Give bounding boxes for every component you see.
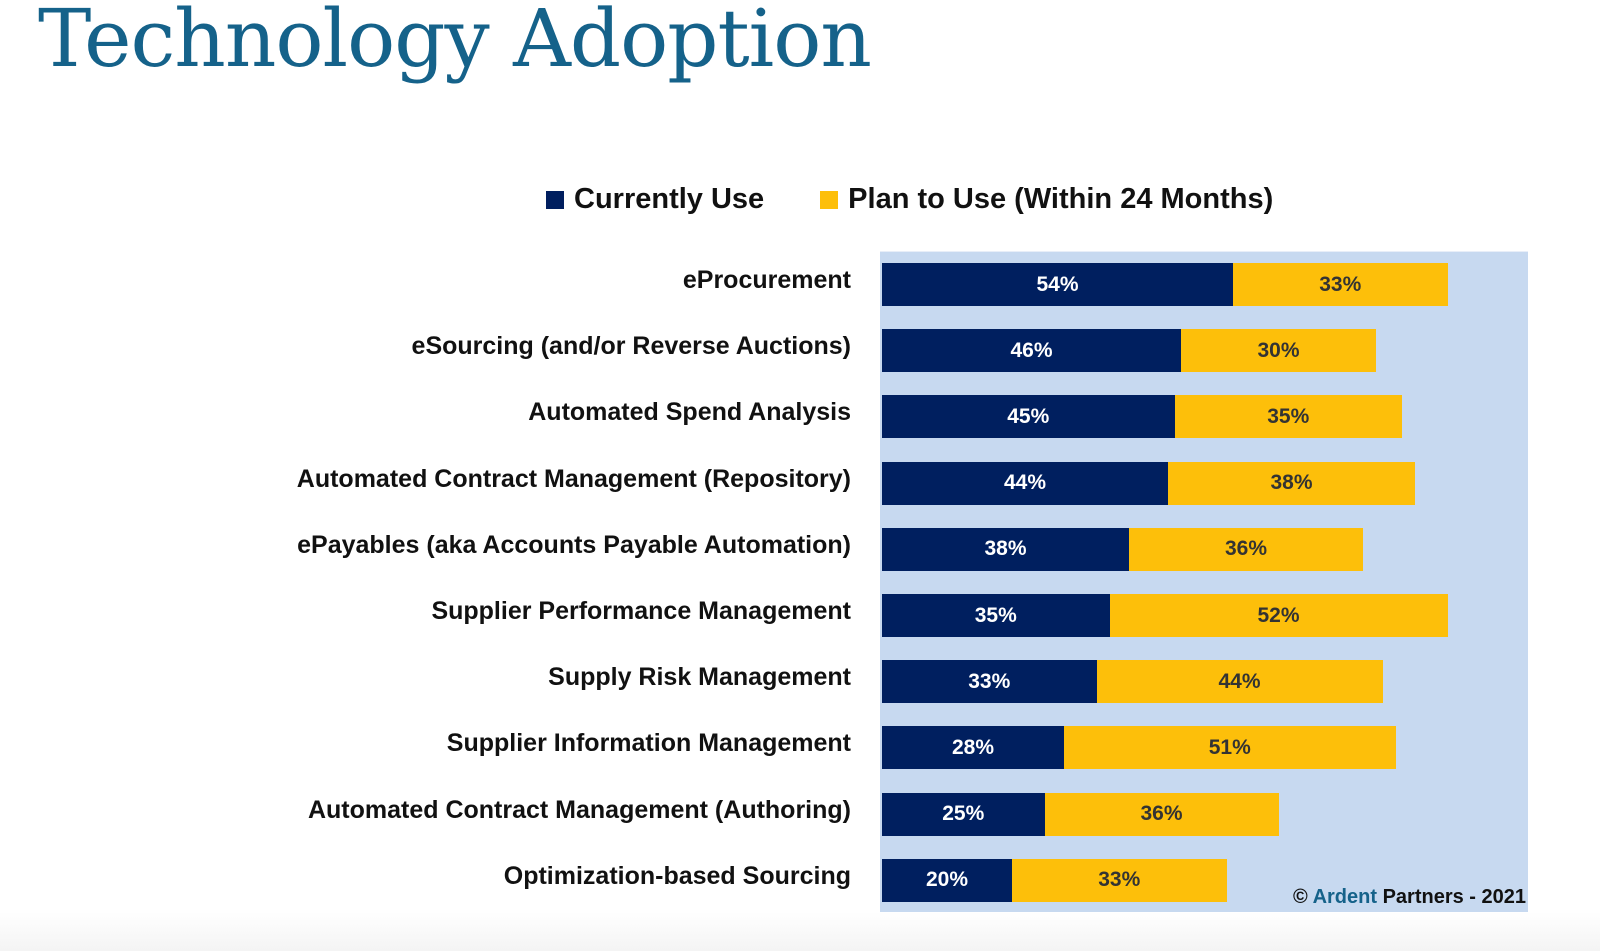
bar-currently-use: 28% xyxy=(882,726,1064,770)
bar-plan-to-use: 35% xyxy=(1174,395,1402,439)
data-label-currently-use: 33% xyxy=(968,669,1011,693)
bar-currently-use: 25% xyxy=(882,792,1045,836)
category-label: Optimization-based Sourcing xyxy=(503,861,851,890)
bar-currently-use: 45% xyxy=(882,395,1175,439)
bar-plan-to-use: 36% xyxy=(1129,527,1363,571)
category-label: Supplier Information Management xyxy=(446,729,851,758)
data-label-plan-to-use: 44% xyxy=(1218,669,1261,693)
bar-plan-to-use: 33% xyxy=(1233,263,1448,306)
bar-plan-to-use: 38% xyxy=(1168,461,1415,505)
plot-area: 54% 33% 46% 30% 45% 35% 44% 38% 38% 36% 35% 52% 33% 4… xyxy=(880,251,1528,912)
data-label-currently-use: 35% xyxy=(974,603,1017,627)
category-label: Automated Contract Management (Repositor… xyxy=(296,464,851,493)
bar-currently-use: 20% xyxy=(882,858,1012,902)
data-label-plan-to-use: 35% xyxy=(1267,404,1310,428)
bar-plan-to-use: 36% xyxy=(1044,792,1279,836)
legend-swatch-currently-use xyxy=(546,190,564,209)
data-label-plan-to-use: 51% xyxy=(1208,735,1251,759)
category-label: Supplier Performance Management xyxy=(431,597,851,625)
bar-currently-use: 33% xyxy=(882,660,1097,704)
bar-currently-use: 44% xyxy=(882,461,1168,505)
chart-legend: Currently Use Plan to Use (Within 24 Mon… xyxy=(546,183,1329,216)
bar-plan-to-use: 44% xyxy=(1096,660,1383,704)
copyright-notice: © Ardent Partners - 2021 xyxy=(1293,886,1526,909)
data-label-plan-to-use: 36% xyxy=(1140,802,1183,826)
category-label: Automated Contract Management (Authoring… xyxy=(307,795,851,824)
category-label: Automated Spend Analysis xyxy=(528,398,851,427)
category-label: eProcurement xyxy=(682,266,851,294)
category-label: Supply Risk Management xyxy=(548,663,851,692)
category-label: ePayables (aka Accounts Payable Automati… xyxy=(297,530,851,559)
data-label-currently-use: 46% xyxy=(1010,338,1053,362)
bar-plan-to-use: 30% xyxy=(1181,329,1376,373)
bar-plan-to-use: 51% xyxy=(1064,726,1396,770)
legend-item-plan-to-use: Plan to Use (Within 24 Months) xyxy=(820,183,1273,216)
bar-currently-use: 35% xyxy=(882,594,1110,637)
copyright-brand: Ardent xyxy=(1312,886,1378,908)
data-label-plan-to-use: 33% xyxy=(1319,272,1362,296)
legend-label-currently-use: Currently Use xyxy=(574,183,765,215)
copyright-rest: Partners - 2021 xyxy=(1382,886,1526,908)
data-label-currently-use: 44% xyxy=(1003,471,1047,495)
bar-currently-use: 54% xyxy=(882,263,1233,306)
data-label-currently-use: 38% xyxy=(984,537,1027,561)
data-label-plan-to-use: 33% xyxy=(1098,868,1141,892)
data-label-plan-to-use: 52% xyxy=(1257,603,1300,627)
data-label-currently-use: 25% xyxy=(942,802,985,826)
data-label-plan-to-use: 30% xyxy=(1257,338,1300,362)
page-title: Technology Adoption xyxy=(38,0,872,85)
category-label: eSourcing (and/or Reverse Auctions) xyxy=(411,332,851,361)
footer-band xyxy=(0,912,1600,951)
legend-label-plan-to-use: Plan to Use (Within 24 Months) xyxy=(848,183,1274,215)
copyright-symbol: © xyxy=(1292,886,1308,908)
data-label-plan-to-use: 38% xyxy=(1270,471,1313,495)
bar-plan-to-use: 52% xyxy=(1109,594,1448,637)
data-label-currently-use: 54% xyxy=(1036,272,1079,296)
data-label-currently-use: 20% xyxy=(925,868,969,892)
data-label-currently-use: 28% xyxy=(951,735,995,759)
legend-item-currently-use: Currently Use xyxy=(546,183,764,216)
bar-currently-use: 46% xyxy=(882,329,1181,373)
data-label-plan-to-use: 36% xyxy=(1224,537,1268,561)
data-label-currently-use: 45% xyxy=(1007,404,1050,428)
bar-currently-use: 38% xyxy=(882,527,1129,571)
bar-plan-to-use: 33% xyxy=(1012,858,1227,902)
legend-swatch-plan-to-use xyxy=(820,190,839,209)
